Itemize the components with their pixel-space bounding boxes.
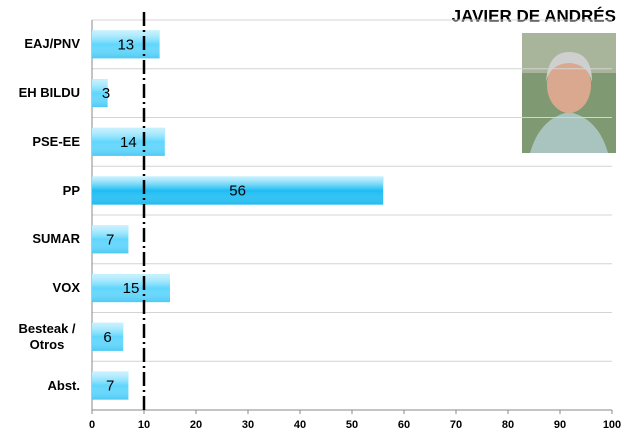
y-tick-label: EH BILDU	[18, 85, 80, 101]
y-tick-label-box: PSE-EE	[0, 134, 80, 150]
photo	[522, 33, 616, 153]
value-label: 14	[120, 134, 137, 151]
bar-shine	[92, 274, 170, 303]
y-tick-label-box: Besteak / Otros	[0, 321, 80, 353]
y-tick-label-box: VOX	[0, 280, 80, 296]
x-tick-label: 90	[554, 419, 566, 431]
y-tick-label: PSE-EE	[32, 133, 80, 149]
value-label: 3	[102, 85, 110, 102]
y-tick-label: PP	[62, 182, 80, 198]
bar-shine	[92, 176, 384, 205]
x-tick-label: 0	[89, 419, 95, 431]
value-label: 56	[229, 183, 246, 200]
value-label: 7	[106, 231, 114, 248]
y-tick-label-box: EAJ/PNV	[0, 36, 80, 52]
bar-shine	[92, 225, 129, 254]
y-tick-label-box: Abst.	[0, 377, 81, 394]
x-tick-label: 40	[294, 419, 306, 431]
value-label: 13	[117, 36, 134, 53]
x-tick-label: 60	[398, 419, 410, 431]
x-tick-label: 100	[603, 419, 621, 431]
bar-shine	[92, 322, 124, 351]
x-tick-label: 70	[450, 419, 462, 431]
value-label: 15	[123, 280, 140, 297]
y-tick-label: SUMAR	[32, 231, 80, 247]
value-label: 7	[106, 378, 114, 395]
x-tick-label: 30	[242, 419, 254, 431]
chart-title: JAVIER DE ANDRÉS	[452, 6, 616, 25]
y-tick-label: VOX	[52, 280, 80, 296]
value-label: 6	[103, 329, 111, 346]
x-tick-label: 10	[138, 419, 150, 431]
bar-shine	[92, 127, 165, 156]
bar-shine	[92, 371, 129, 400]
y-tick-label-box: PP	[0, 183, 80, 199]
y-tick-label: Abst.	[47, 377, 81, 393]
bar-shine	[92, 30, 160, 59]
x-tick-label: 20	[190, 419, 202, 431]
x-tick-label: 80	[502, 419, 514, 431]
x-tick-label: 50	[346, 419, 358, 431]
y-tick-label-box: EH BILDU	[0, 85, 80, 101]
y-tick-label: EAJ/PNV	[24, 36, 80, 52]
bar-shine	[92, 79, 108, 108]
y-tick-label-box: SUMAR	[0, 231, 80, 247]
y-tick-label: Besteak / Otros	[18, 320, 76, 352]
